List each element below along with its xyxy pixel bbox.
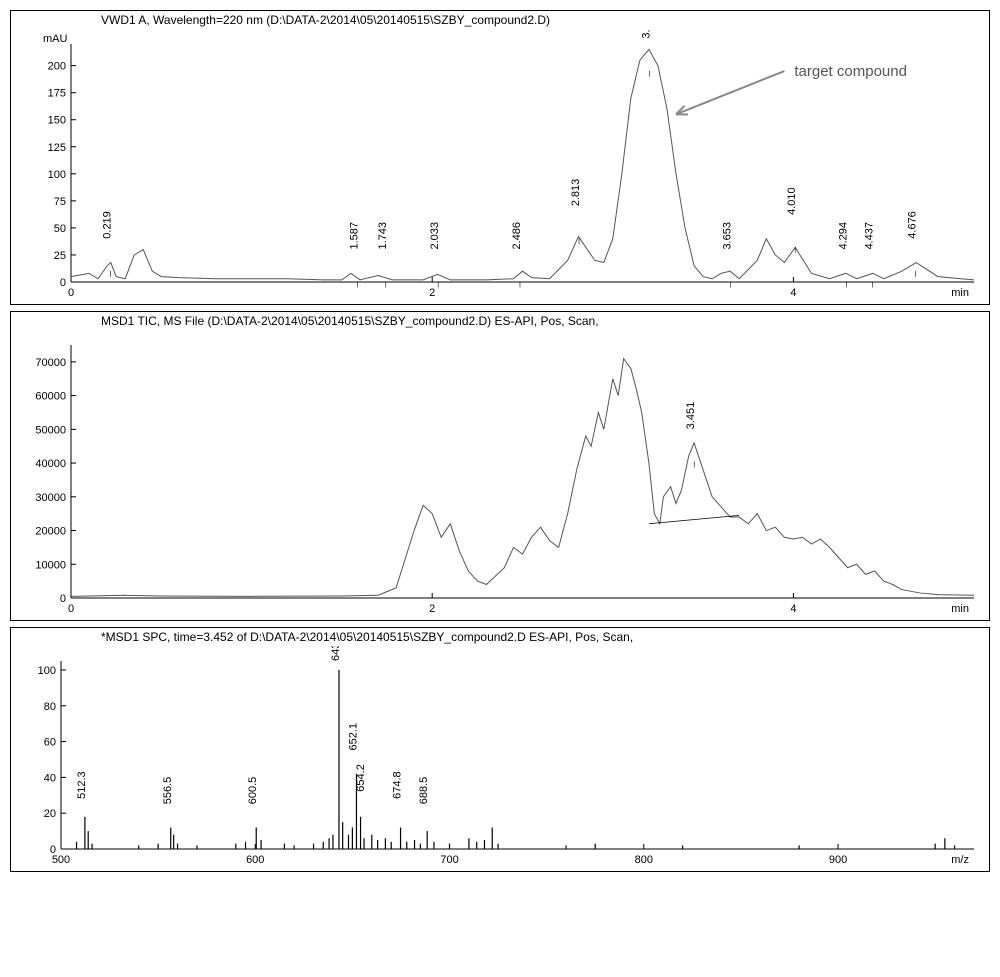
svg-text:600: 600 [246,854,264,866]
svg-text:20: 20 [44,808,56,820]
svg-text:643.1: 643.1 [330,646,342,661]
svg-text:m/z: m/z [951,854,969,866]
svg-text:900: 900 [829,854,847,866]
svg-text:3.451: 3.451 [685,402,697,430]
svg-text:4: 4 [790,603,796,615]
svg-text:mAU: mAU [43,33,68,45]
svg-text:3.653: 3.653 [722,222,734,250]
svg-text:512.3: 512.3 [76,771,88,799]
ms-spectrum-panel: *MSD1 SPC, time=3.452 of D:\DATA-2\2014\… [10,627,990,872]
svg-text:4.676: 4.676 [906,211,918,239]
svg-text:4.010: 4.010 [786,187,798,215]
panel1-title: VWD1 A, Wavelength=220 nm (D:\DATA-2\201… [11,11,989,29]
target-compound-annotation: target compound [794,63,907,80]
svg-text:60: 60 [44,737,56,749]
svg-text:4.294: 4.294 [837,222,849,250]
svg-text:4.437: 4.437 [863,222,875,250]
svg-text:500: 500 [52,854,70,866]
panel2-chart: 0 10000 20000 30000 40000 50000 60000 70000 0 2 4 m… [11,330,989,620]
svg-text:60000: 60000 [35,391,66,403]
svg-text:min: min [951,287,969,299]
tic-chromatogram-panel: MSD1 TIC, MS File (D:\DATA-2\2014\05\201… [10,311,990,621]
svg-text:1.743: 1.743 [377,222,389,250]
svg-text:50000: 50000 [35,424,66,436]
svg-text:0: 0 [60,593,66,605]
svg-text:652.1: 652.1 [347,723,359,751]
svg-text:150: 150 [48,115,66,127]
svg-text:min: min [951,603,969,615]
svg-text:80: 80 [44,701,56,713]
svg-text:688.5: 688.5 [418,777,430,805]
svg-text:800: 800 [635,854,653,866]
panel3-title: *MSD1 SPC, time=3.452 of D:\DATA-2\2014\… [11,628,989,646]
svg-text:2.033: 2.033 [429,222,441,250]
svg-text:40: 40 [44,772,56,784]
svg-text:100: 100 [38,665,56,677]
uv-chromatogram-panel: VWD1 A, Wavelength=220 nm (D:\DATA-2\201… [10,10,990,305]
svg-text:125: 125 [48,142,66,154]
svg-text:556.5: 556.5 [162,777,174,805]
svg-text:4: 4 [790,287,796,299]
svg-text:674.8: 674.8 [392,771,404,799]
svg-text:50: 50 [54,223,66,235]
svg-text:700: 700 [440,854,458,866]
svg-text:1.587: 1.587 [349,222,361,250]
svg-text:654.2: 654.2 [355,764,367,792]
svg-text:0: 0 [60,277,66,289]
svg-text:100: 100 [48,169,66,181]
svg-text:600.5: 600.5 [247,777,259,805]
svg-text:30000: 30000 [35,492,66,504]
svg-text:0: 0 [68,603,74,615]
svg-text:2: 2 [429,603,435,615]
svg-text:3.202: 3.202 [640,29,652,39]
panel2-title: MSD1 TIC, MS File (D:\DATA-2\2014\05\201… [11,312,989,330]
svg-text:10000: 10000 [35,559,66,571]
svg-text:0.219: 0.219 [102,211,114,239]
svg-text:2: 2 [429,287,435,299]
svg-text:2.813: 2.813 [570,179,582,207]
panel3-chart: 020406080100500600700800900m/z512.3556.5… [11,646,989,871]
svg-text:2.486: 2.486 [511,222,523,250]
svg-text:25: 25 [54,250,66,262]
svg-text:200: 200 [48,61,66,73]
svg-text:175: 175 [48,88,66,100]
svg-text:70000: 70000 [35,357,66,369]
svg-text:40000: 40000 [35,458,66,470]
panel1-chart: 0 25 50 75 100 125 150 175 200 0 2 4 mAU min 0.219 1.58… [11,29,989,304]
svg-text:20000: 20000 [35,526,66,538]
svg-text:75: 75 [54,196,66,208]
svg-text:0: 0 [68,287,74,299]
